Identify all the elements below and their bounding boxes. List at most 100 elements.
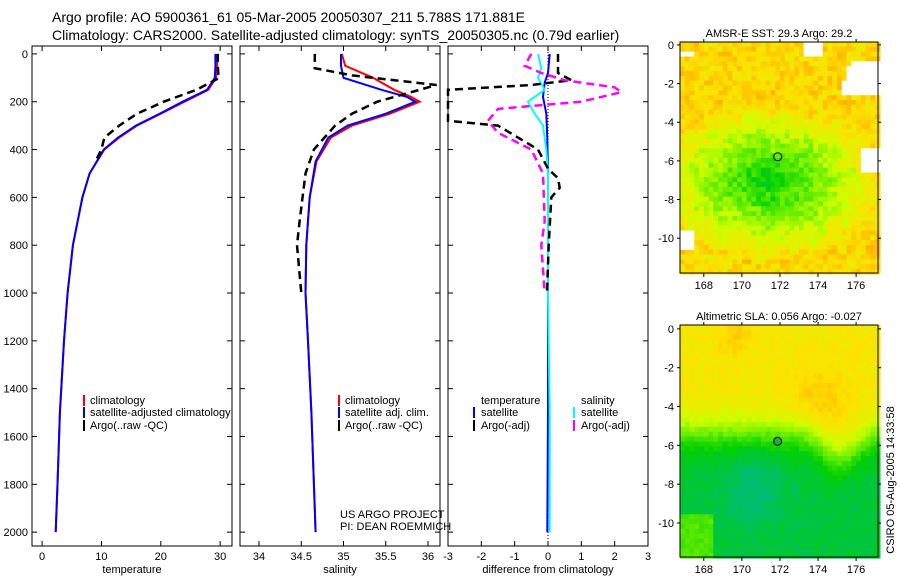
map-cell [841, 553, 848, 559]
map-cell [780, 373, 786, 379]
map-cell [865, 553, 871, 559]
map-cell [865, 196, 871, 202]
map-cell [703, 230, 710, 236]
map-cell [784, 187, 791, 193]
map-cell [870, 177, 876, 183]
map-cell [751, 133, 757, 140]
map-cell [870, 392, 876, 399]
map-cell [851, 220, 857, 227]
map-cell [789, 143, 795, 149]
map-cell [765, 245, 772, 251]
map-cell [822, 480, 829, 486]
map-cell [856, 514, 862, 520]
map-cell [760, 61, 767, 67]
map-cell [870, 249, 876, 256]
map-cell [760, 182, 767, 188]
map-cell [727, 422, 733, 428]
map-cell [732, 66, 738, 72]
map-cell [780, 354, 786, 360]
map-cell [727, 225, 733, 231]
map-cell [722, 254, 729, 260]
map-cell [737, 201, 743, 207]
map-cell [841, 451, 848, 457]
map-cell [827, 104, 833, 111]
map-cell [837, 451, 843, 457]
map-cell [680, 191, 686, 198]
map-cell [760, 216, 767, 222]
map-cell [789, 490, 795, 496]
map-cell [708, 397, 714, 404]
map-cell [775, 490, 781, 496]
map-cell [784, 153, 791, 159]
map-cell [765, 85, 772, 91]
map-cell [703, 441, 710, 447]
map-cell [784, 249, 791, 256]
map-cell [813, 494, 819, 501]
map-cell [722, 553, 729, 559]
map-cell [770, 378, 776, 384]
map-cell [865, 240, 871, 246]
map-cell [722, 51, 729, 58]
map-cell [756, 359, 762, 365]
map-cell [837, 225, 843, 231]
map-cell [737, 329, 743, 336]
map-cell [756, 100, 762, 106]
map-cell [799, 109, 805, 116]
map-cell [846, 397, 852, 404]
map-cell [760, 407, 767, 413]
map-cell [865, 548, 871, 554]
map-cell [684, 51, 691, 58]
map-cell [799, 334, 805, 341]
map-cell [841, 133, 848, 140]
map-cell [760, 344, 767, 350]
map-cell [732, 95, 738, 101]
map-cell [837, 172, 843, 178]
map-cell [694, 80, 700, 87]
map-cell [708, 182, 714, 188]
map-cell [827, 354, 833, 360]
map-cell [765, 196, 772, 202]
series-line-temperature-argo-adj- [446, 53, 576, 294]
map-cell [727, 133, 733, 140]
map-cell [684, 66, 691, 72]
map-cell [841, 514, 848, 520]
map-cell [756, 465, 762, 472]
map-cell [727, 426, 733, 433]
map-cell [851, 417, 857, 423]
map-cell [865, 56, 871, 62]
map-cell [699, 220, 705, 227]
map-cell [694, 388, 700, 394]
map-cell [722, 388, 729, 394]
map-cell [699, 240, 705, 246]
map-cell [856, 269, 862, 275]
map-cell [813, 339, 819, 346]
map-cell [827, 392, 833, 399]
map-cell [846, 129, 852, 135]
map-cell [860, 402, 867, 409]
map-cell [680, 359, 686, 365]
map-cell [870, 383, 876, 389]
map-cell [822, 177, 829, 183]
map-cell [784, 329, 791, 336]
map-cell [718, 245, 724, 251]
map-cell [746, 519, 752, 525]
map-cell [694, 344, 700, 350]
map-cell [803, 46, 810, 53]
map-cell [703, 553, 710, 559]
map-cell [684, 349, 691, 355]
map-cell [699, 245, 705, 251]
map-cell [827, 373, 833, 379]
map-cell [718, 42, 724, 48]
map-cell [832, 119, 838, 125]
map-cell [822, 56, 829, 62]
map-cell [703, 119, 710, 125]
map-cell [741, 349, 748, 355]
map-cell [713, 254, 719, 260]
map-cell [846, 339, 852, 346]
map-cell [694, 114, 700, 120]
map-cell [803, 206, 810, 212]
map-cell [718, 373, 724, 379]
map-cell [713, 397, 719, 404]
map-cell [760, 363, 767, 370]
map-cell [770, 177, 776, 183]
